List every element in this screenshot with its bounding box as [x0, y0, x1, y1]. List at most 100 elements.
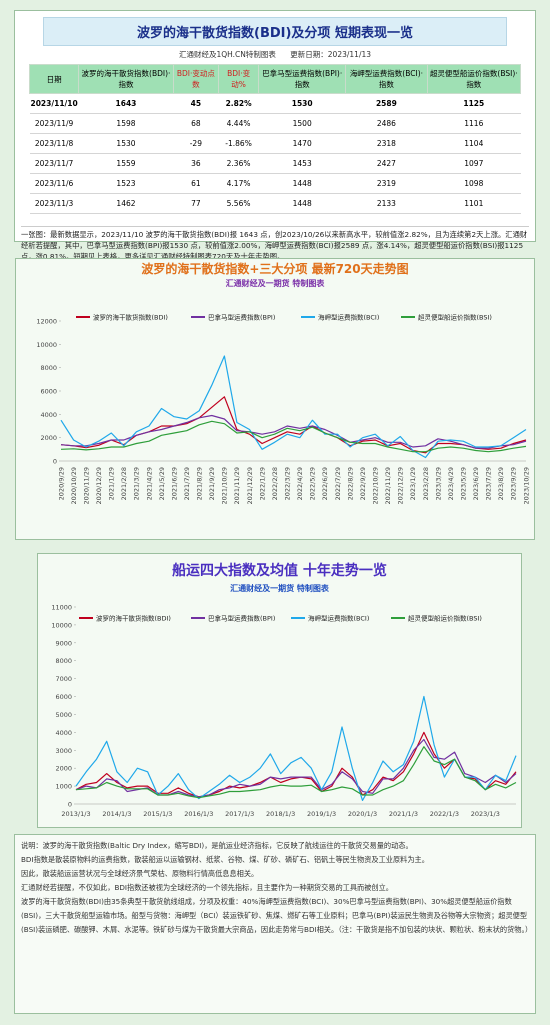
- x-tick-label: 2022/8/29: [346, 467, 354, 500]
- x-tick-label: 2018/1/3: [266, 810, 295, 818]
- x-tick-label: 2021/2/28: [120, 467, 128, 500]
- chart-10y-panel: 船运四大指数及均值 十年走势一览 汇通财经及一期货 特制图表 0 1000 2000 30…: [37, 553, 522, 828]
- chart-720-panel: 波罗的海干散货指数+三大分项 最新720天走势图 汇通财经及一期货 特制图表 0 20…: [15, 258, 535, 540]
- legend-label: 海岬型运费指数(BCI): [318, 313, 379, 322]
- y-tick-label: 4000: [55, 729, 72, 737]
- y-tick-label: 0: [53, 458, 57, 466]
- table-cell: 1097: [427, 153, 521, 174]
- x-tick-label: 2021/4/29: [145, 467, 153, 500]
- x-tick-label: 2021/5/29: [158, 467, 166, 500]
- table-cell: -29: [173, 133, 219, 154]
- table-body: 2023/11/10 1643 45 2.82% 1530 2589 1125 2023/11…: [29, 93, 521, 214]
- note-line: 波罗的海干散货指数(BDI)由35条典型干散货航线组成，分项及权重：40%海岬型…: [21, 897, 533, 934]
- table-cell: 1530: [258, 93, 346, 114]
- x-tick-label: 2020/1/3: [348, 810, 377, 818]
- table-cell: 61: [173, 173, 219, 194]
- legend-label: 波罗的海干散货指数(BDI): [96, 614, 171, 623]
- table-cell: 1530: [78, 133, 174, 154]
- x-tick-label: 2020/9/29: [57, 467, 65, 500]
- x-tick-label: 2023/7/29: [485, 467, 493, 500]
- legend-label: 巴拿马型运费指数(BPI): [208, 614, 275, 623]
- x-tick-label: 2023/1/3: [471, 810, 500, 818]
- series-line: [60, 396, 527, 454]
- x-tick-label: 2023/8/29: [497, 467, 505, 500]
- table-cell: 2023/11/6: [29, 173, 79, 194]
- table-cell: 1598: [78, 113, 174, 134]
- table-cell: 1523: [78, 173, 174, 194]
- x-tick-label: 2020/12/29: [95, 467, 103, 504]
- table-cell: 5.56%: [218, 193, 259, 214]
- x-tick-label: 2021/10/29: [221, 467, 229, 504]
- x-tick-label: 2022/4/29: [296, 467, 304, 500]
- header-row: 日期 波罗的海干散货指数(BDI)·指数 BDI·变动点数 BDI·变动% 巴拿马型运费…: [28, 64, 522, 94]
- table-cell: 1559: [78, 153, 174, 174]
- x-tick-label: 2013/1/3: [61, 810, 90, 818]
- x-tick-label: 2021/1/3: [389, 810, 418, 818]
- x-tick-label: 2021/11/29: [233, 467, 241, 504]
- y-tick-label: 1000: [55, 783, 72, 791]
- table-cell: 1116: [427, 113, 521, 134]
- x-tick-label: 2022/2/28: [271, 467, 279, 500]
- y-tick-label: 10000: [36, 341, 57, 349]
- x-tick-label: 2022/7/29: [334, 467, 342, 500]
- table-cell: 1448: [258, 193, 346, 214]
- x-tick-label: 2022/6/29: [321, 467, 329, 500]
- table-cell: 45: [173, 93, 219, 114]
- table-cell: 2486: [345, 113, 428, 134]
- x-tick-label: 2021/1/29: [108, 467, 116, 500]
- table-cell: 1448: [258, 173, 346, 194]
- note-line: BDI指数是散装原物料的运费指数，散装船运以运输钢材、纸浆、谷物、煤、矿砂、磷矿…: [21, 855, 429, 864]
- x-tick-label: 2015/1/3: [143, 810, 172, 818]
- column-header: BDI·变动%: [217, 64, 260, 94]
- x-tick-label: 2022/3/29: [284, 467, 292, 500]
- table-row: 2023/11/9 1598 68 4.44% 1500 2486 1116: [29, 113, 521, 134]
- table-cell: 1500: [258, 113, 346, 134]
- x-tick-label: 2020/10/29: [70, 467, 78, 504]
- legend-label: 超灵便型船运价指数(BSI): [408, 614, 482, 623]
- x-tick-label: 2021/8/29: [196, 467, 204, 500]
- chart-subtitle: 汇通财经及一期货 特制图表: [226, 278, 326, 288]
- x-tick-label: 2022/12/29: [397, 467, 405, 504]
- table-cell: 1125: [427, 93, 521, 114]
- y-tick-label: 6000: [55, 693, 72, 701]
- table-cell: 1462: [78, 193, 174, 214]
- column-header: BDI·变动点数: [172, 64, 219, 94]
- y-tick-label: 4000: [40, 411, 57, 419]
- table-cell: 4.44%: [218, 113, 259, 134]
- x-tick-label: 2023/2/28: [422, 467, 430, 500]
- series-line: [60, 420, 527, 453]
- legend-label: 波罗的海干散货指数(BDI): [93, 313, 168, 322]
- note-line: 说明：波罗的海干散货指数(Baltic Dry Index，缩写BDI)，是航运…: [21, 841, 413, 850]
- column-header: 海岬型运费指数(BCI)·指数: [345, 64, 428, 94]
- x-tick-label: 2023/9/29: [510, 467, 518, 500]
- table-cell: 2023/11/3: [29, 193, 79, 214]
- x-tick-label: 2022/1/3: [430, 810, 459, 818]
- table-row: 2023/11/8 1530 -29 -1.86% 1470 2318 1104: [29, 133, 521, 154]
- legend-label: 海岬型运费指数(BCI): [308, 614, 369, 623]
- y-tick-label: 12000: [36, 318, 57, 326]
- table-cell: 1101: [427, 193, 521, 214]
- table-cell: 1453: [258, 153, 346, 174]
- table-row: 2023/11/7 1559 36 2.36% 1453 2427 1097: [29, 153, 521, 174]
- table-row: 2023/11/3 1462 77 5.56% 1448 2133 1101: [29, 193, 521, 214]
- table-row: 2023/11/10 1643 45 2.82% 1530 2589 1125: [29, 93, 521, 114]
- table-cell: 2133: [345, 193, 428, 214]
- table-cell: 2023/11/7: [29, 153, 79, 174]
- subtitle: 汇通财经及1QH.CN特制图表: [178, 50, 276, 59]
- table-cell: 2319: [345, 173, 428, 194]
- table-cell: 36: [173, 153, 219, 174]
- x-tick-label: 2022/11/29: [384, 467, 392, 504]
- x-tick-label: 2023/6/29: [472, 467, 480, 500]
- table-cell: 1643: [78, 93, 174, 114]
- summary-panel: 波罗的海干散货指数(BDI)及分项 短期表现一览 汇通财经及1QH.CN特制图表…: [14, 10, 536, 261]
- y-tick-label: 8000: [55, 657, 72, 665]
- table-cell: 4.17%: [218, 173, 259, 194]
- column-header: 波罗的海干散货指数(BDI)·指数: [78, 64, 174, 94]
- series-line: [75, 738, 517, 798]
- x-tick-label: 2021/9/29: [208, 467, 216, 500]
- table-cell: 2.36%: [218, 153, 259, 174]
- x-tick-label: 2017/1/3: [225, 810, 254, 818]
- table-cell: 2589: [345, 93, 428, 114]
